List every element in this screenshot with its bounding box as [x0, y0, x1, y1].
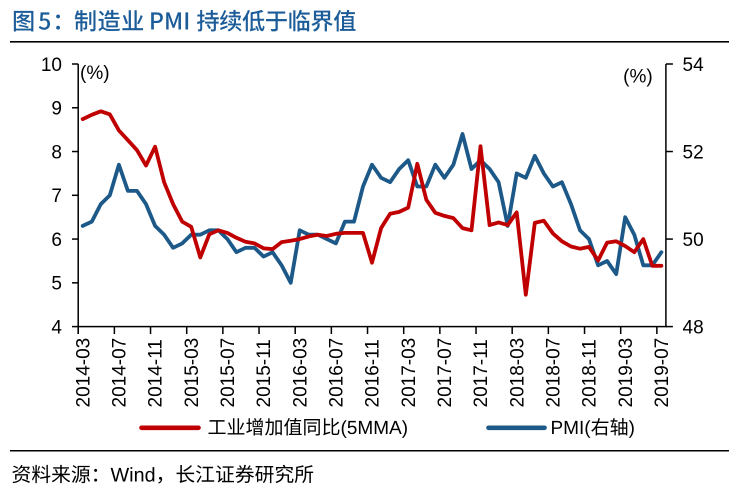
svg-text:2017-03: 2017-03 [399, 338, 420, 408]
svg-text:48: 48 [683, 318, 704, 339]
svg-text:2015-07: 2015-07 [218, 338, 239, 408]
svg-text:(%): (%) [623, 67, 653, 88]
svg-text:2016-03: 2016-03 [290, 338, 311, 408]
svg-text:54: 54 [683, 55, 705, 76]
svg-text:7: 7 [51, 186, 62, 207]
svg-text:6: 6 [51, 230, 62, 251]
svg-text:2015-11: 2015-11 [254, 339, 275, 407]
svg-text:2018-03: 2018-03 [507, 338, 528, 408]
svg-text:2018-11: 2018-11 [580, 339, 601, 407]
svg-text:2017-07: 2017-07 [435, 338, 456, 408]
svg-text:2018-07: 2018-07 [544, 338, 565, 408]
svg-text:5: 5 [51, 274, 62, 295]
svg-text:9: 9 [51, 99, 62, 120]
svg-text:2016-11: 2016-11 [363, 339, 384, 407]
svg-text:(%): (%) [80, 63, 110, 84]
svg-text:2015-03: 2015-03 [182, 338, 203, 408]
svg-text:4: 4 [51, 318, 62, 339]
svg-text:2014-07: 2014-07 [110, 338, 131, 408]
svg-text:2016-07: 2016-07 [327, 338, 348, 408]
svg-text:2017-11: 2017-11 [471, 339, 492, 407]
svg-text:52: 52 [683, 142, 704, 163]
svg-text:2019-07: 2019-07 [652, 338, 673, 408]
svg-text:2014-03: 2014-03 [73, 338, 94, 408]
svg-text:8: 8 [51, 142, 62, 163]
svg-text:2014-11: 2014-11 [146, 339, 167, 407]
svg-text:10: 10 [41, 55, 62, 76]
svg-text:50: 50 [683, 230, 704, 251]
svg-text:2019-03: 2019-03 [616, 338, 637, 408]
